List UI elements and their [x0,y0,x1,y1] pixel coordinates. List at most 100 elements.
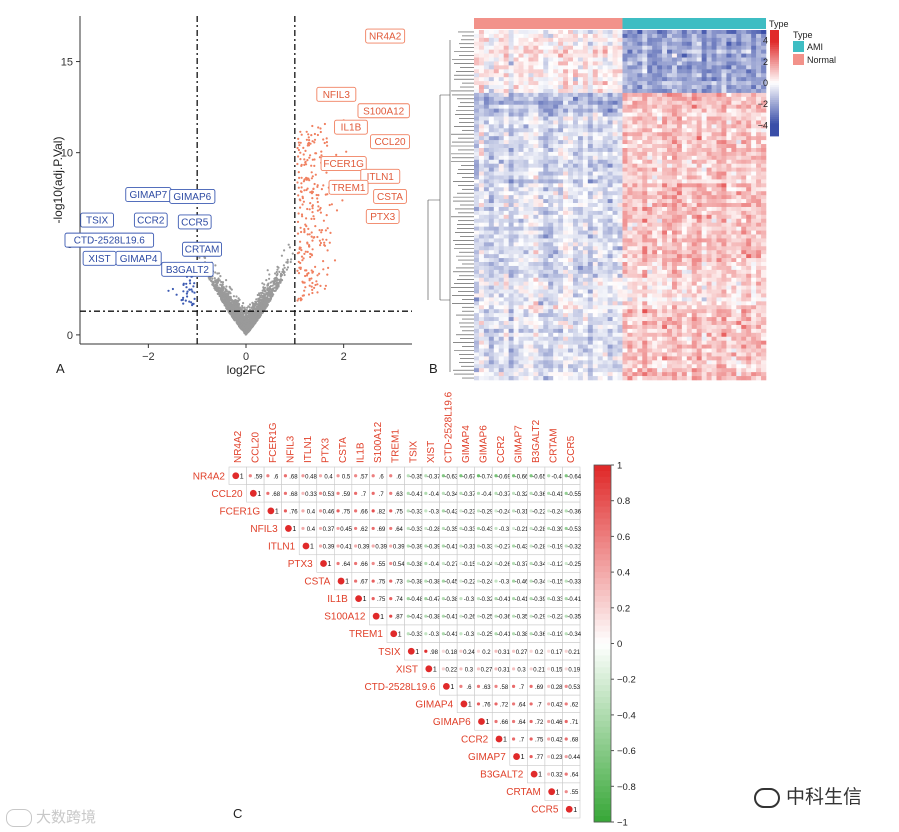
heatmap-cell [582,124,589,129]
heatmap-cell [756,120,762,125]
heatmap-cell [676,53,683,58]
heatmap-cell [627,100,633,106]
heatmap-cell [563,88,569,94]
heatmap-cell [548,88,554,94]
heatmap-cell [543,155,549,161]
data-point [311,175,314,178]
heatmap-cell [572,179,579,184]
heatmap-cell [508,183,514,188]
heatmap-cell [741,179,747,184]
data-point [261,300,264,303]
heatmap-cell [474,136,480,141]
heatmap-cell [642,108,648,113]
heatmap-cell [602,159,608,165]
data-point [239,312,242,315]
data-point [219,283,222,286]
data-point [318,156,321,159]
heatmap-cell [503,49,509,54]
data-point [232,300,235,303]
heatmap-cell [577,49,584,54]
heatmap-cell [513,73,519,78]
heatmap-cell [652,144,658,149]
data-point [277,278,280,281]
heatmap-cell [637,128,643,133]
heatmap-cell [701,116,707,121]
heatmap-cell [498,183,504,188]
heatmap-cell [543,65,549,70]
heatmap-cell [671,104,678,109]
heatmap-cell [731,120,737,125]
heatmap-cell [602,69,608,74]
heatmap-cell [642,33,648,39]
data-point [315,193,318,197]
data-point [320,229,324,232]
heatmap-cell [642,61,648,66]
heatmap-cell [528,96,534,102]
heatmap-cell [558,96,564,102]
heatmap-cell [711,151,717,157]
heatmap-cell [493,100,500,106]
heatmap-cell [602,77,608,82]
heatmap-cell [558,128,564,133]
heatmap-cell [483,116,490,121]
data-point [313,286,316,289]
heatmap-cell [592,120,599,125]
heatmap-cell [726,57,732,62]
data-point [299,240,302,243]
heatmap-cell [711,92,717,98]
heatmap-cell [686,41,693,47]
gene-label-box [328,179,369,195]
data-point [260,304,263,307]
data-point [236,300,240,303]
heatmap-cell [597,100,603,106]
heatmap-cell [572,163,579,168]
data-point [310,192,314,195]
heatmap-cell [627,37,633,43]
heatmap-cell [731,124,737,129]
heatmap-cell [568,147,574,153]
heatmap-cell [761,53,767,58]
heatmap-cell [523,179,529,184]
data-point [313,158,316,161]
heatmap-cell [592,187,599,192]
heatmap-cell [751,61,757,66]
heatmap-cell [563,155,569,161]
heatmap-cell [662,104,668,109]
heatmap-cell [671,57,678,62]
heatmap-cell [671,100,678,106]
heatmap-cell [543,112,549,117]
heatmap-cell [761,77,767,82]
heatmap-cell [706,144,712,149]
heatmap-cell [523,61,529,66]
heatmap-cell [508,155,514,161]
heatmap-cell [701,112,707,117]
heatmap-cell [508,81,514,86]
heatmap-cell [711,88,717,94]
heatmap-cell [498,159,504,165]
heatmap-cell [751,124,757,129]
heatmap-cell [756,61,762,66]
heatmap-cell [587,65,594,70]
heatmap-cell [642,77,648,82]
heatmap-cell [726,104,732,109]
heatmap-cell [741,140,747,145]
heatmap-cell [483,128,490,133]
data-point [234,304,237,308]
data-point [247,305,250,308]
data-point [322,219,325,222]
heatmap-cell [548,136,554,141]
heatmap-cell [686,183,693,188]
heatmap-cell [513,183,519,188]
heatmap-cell [523,112,529,117]
heatmap-cell [518,61,524,66]
heatmap-cell [508,96,514,102]
heatmap-cell [652,132,658,137]
heatmap-cell [726,155,732,161]
heatmap-cell [478,81,485,86]
data-point [225,294,228,297]
heatmap-cell [662,124,668,129]
data-point [298,251,301,254]
data-point [243,306,246,309]
heatmap-cell [518,151,524,157]
